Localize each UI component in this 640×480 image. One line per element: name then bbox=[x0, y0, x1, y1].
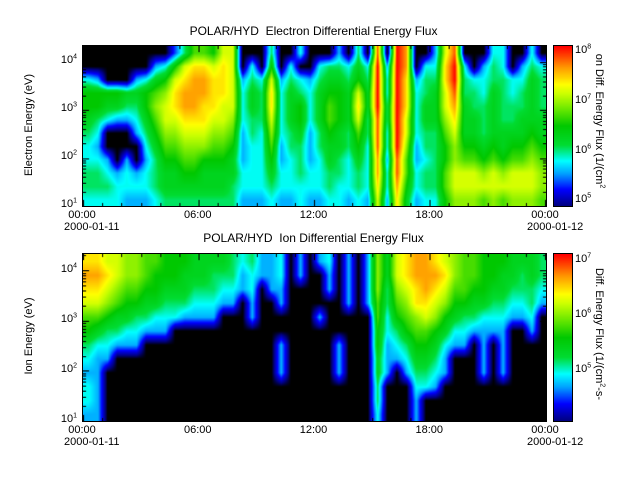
ion-axis-end-date: 2000-01-12 bbox=[527, 436, 584, 448]
ion-spectrogram-plot-area bbox=[82, 253, 547, 422]
x-tick-label: 06:00 bbox=[183, 424, 212, 436]
y-tick-label: 103 bbox=[60, 312, 77, 325]
colorbar-tick-label: 106 bbox=[575, 307, 592, 320]
electron-spectrogram-canvas bbox=[83, 46, 546, 206]
exponent: 7 bbox=[587, 252, 592, 260]
electron-colorbar bbox=[553, 45, 573, 207]
electron-axis-start-date: 2000-01-11 bbox=[64, 221, 120, 233]
ion-axis-start-date: 2000-01-11 bbox=[64, 436, 120, 448]
ion-spectrogram-canvas bbox=[83, 254, 546, 421]
exponent: 2 bbox=[73, 362, 77, 370]
ion-colorbar bbox=[553, 253, 573, 422]
exponent: 6 bbox=[587, 307, 592, 315]
exponent: 3 bbox=[73, 312, 77, 320]
electron-axis-end-date: 2000-01-12 bbox=[527, 221, 584, 233]
x-tick-label: 18:00 bbox=[415, 424, 444, 436]
y-tick-label: 102 bbox=[60, 362, 77, 375]
electron-panel-title: POLAR/HYD Electron Differential Energy F… bbox=[189, 24, 438, 38]
ion-colorbar-axis-label: Diff. Energy Flux (1/(cm2-s- bbox=[593, 267, 606, 401]
exponent: 1 bbox=[73, 412, 77, 420]
colorbar-tick-label: 105 bbox=[575, 362, 592, 375]
colorbar-tick-label: 107 bbox=[575, 252, 592, 265]
x-tick-label: 12:00 bbox=[299, 424, 328, 436]
exponent: 2 bbox=[598, 383, 606, 388]
exponent: 4 bbox=[73, 261, 77, 269]
exponent: 5 bbox=[587, 362, 592, 370]
ion-colorbar-gradient bbox=[554, 254, 572, 421]
ion-panel-title: POLAR/HYD Ion Differential Energy Flux bbox=[203, 231, 424, 245]
y-tick-label: 101 bbox=[60, 412, 77, 425]
y-tick-label: 104 bbox=[60, 261, 77, 275]
electron-colorbar-gradient bbox=[554, 46, 572, 206]
ion-y-axis-label: Ion Energy (eV) bbox=[23, 297, 35, 375]
electron-spectrogram-plot-area bbox=[82, 45, 547, 207]
